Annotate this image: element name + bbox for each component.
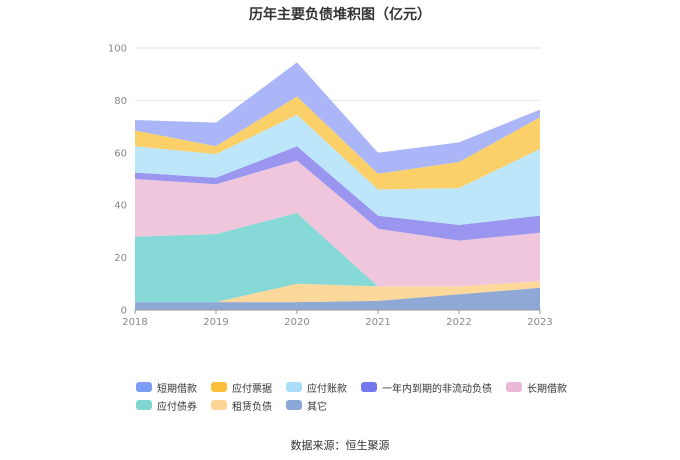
data-source: 数据来源：恒生聚源 [290,439,390,452]
area-series [135,62,540,174]
legend-item[interactable]: 应付票据 [211,380,272,395]
x-tick-label: 2022 [446,317,471,328]
legend-swatch [136,400,152,410]
legend-row: 短期借款 应付票据 应付账款 一年内到期的非流动负债 长期借款 [136,378,576,396]
y-tick-label: 60 [114,148,127,159]
area-series [135,114,540,225]
legend-item[interactable]: 应付债券 [136,398,197,413]
x-tick-label: 2023 [527,317,552,328]
legend-swatch [136,382,152,392]
legend-swatch [506,382,522,392]
legend-item[interactable]: 租赁负债 [211,398,272,413]
legend-item[interactable]: 短期借款 [136,380,197,395]
legend-row: 应付债券 租赁负债 其它 [136,396,576,414]
x-tick-label: 2021 [365,317,390,328]
x-tick-label: 2018 [122,317,147,328]
legend-swatch [211,382,227,392]
x-tick-label: 2020 [284,317,309,328]
legend-swatch [286,400,302,410]
area-series [135,287,540,310]
area-series [135,96,540,190]
y-tick-label: 20 [114,253,127,264]
legend-label: 应付债券 [157,401,197,413]
y-tick-label: 80 [114,96,127,107]
y-tick-label: 100 [108,44,127,55]
chart-title: 历年主要负债堆积图（亿元） [249,7,431,23]
area-series [135,281,540,303]
legend-item[interactable]: 应付账款 [286,380,347,395]
area-series [135,213,540,303]
legend-label: 一年内到期的非流动负债 [382,383,492,395]
legend-item[interactable]: 一年内到期的非流动负债 [361,380,492,395]
legend-label: 短期借款 [157,383,197,395]
legend-label: 长期借款 [527,383,567,395]
y-tick-label: 40 [114,201,127,212]
legend: 短期借款 应付票据 应付账款 一年内到期的非流动负债 长期借款 应付债券 租赁负债 其它 [136,378,576,414]
legend-item[interactable]: 其它 [286,398,327,413]
legend-label: 应付票据 [232,383,272,395]
x-tick-label: 2019 [203,317,228,328]
y-tick-label: 0 [121,306,127,317]
area-series [135,160,540,287]
legend-label: 其它 [307,401,327,413]
legend-label: 租赁负债 [232,401,272,413]
legend-swatch [211,400,227,410]
legend-swatch [286,382,302,392]
legend-label: 应付账款 [307,383,347,395]
stacked-area-chart: 0 20 40 60 80 100 2018 2019 2020 2021 2022 2023 [108,44,553,329]
legend-item[interactable]: 长期借款 [506,380,567,395]
legend-swatch [361,382,377,392]
